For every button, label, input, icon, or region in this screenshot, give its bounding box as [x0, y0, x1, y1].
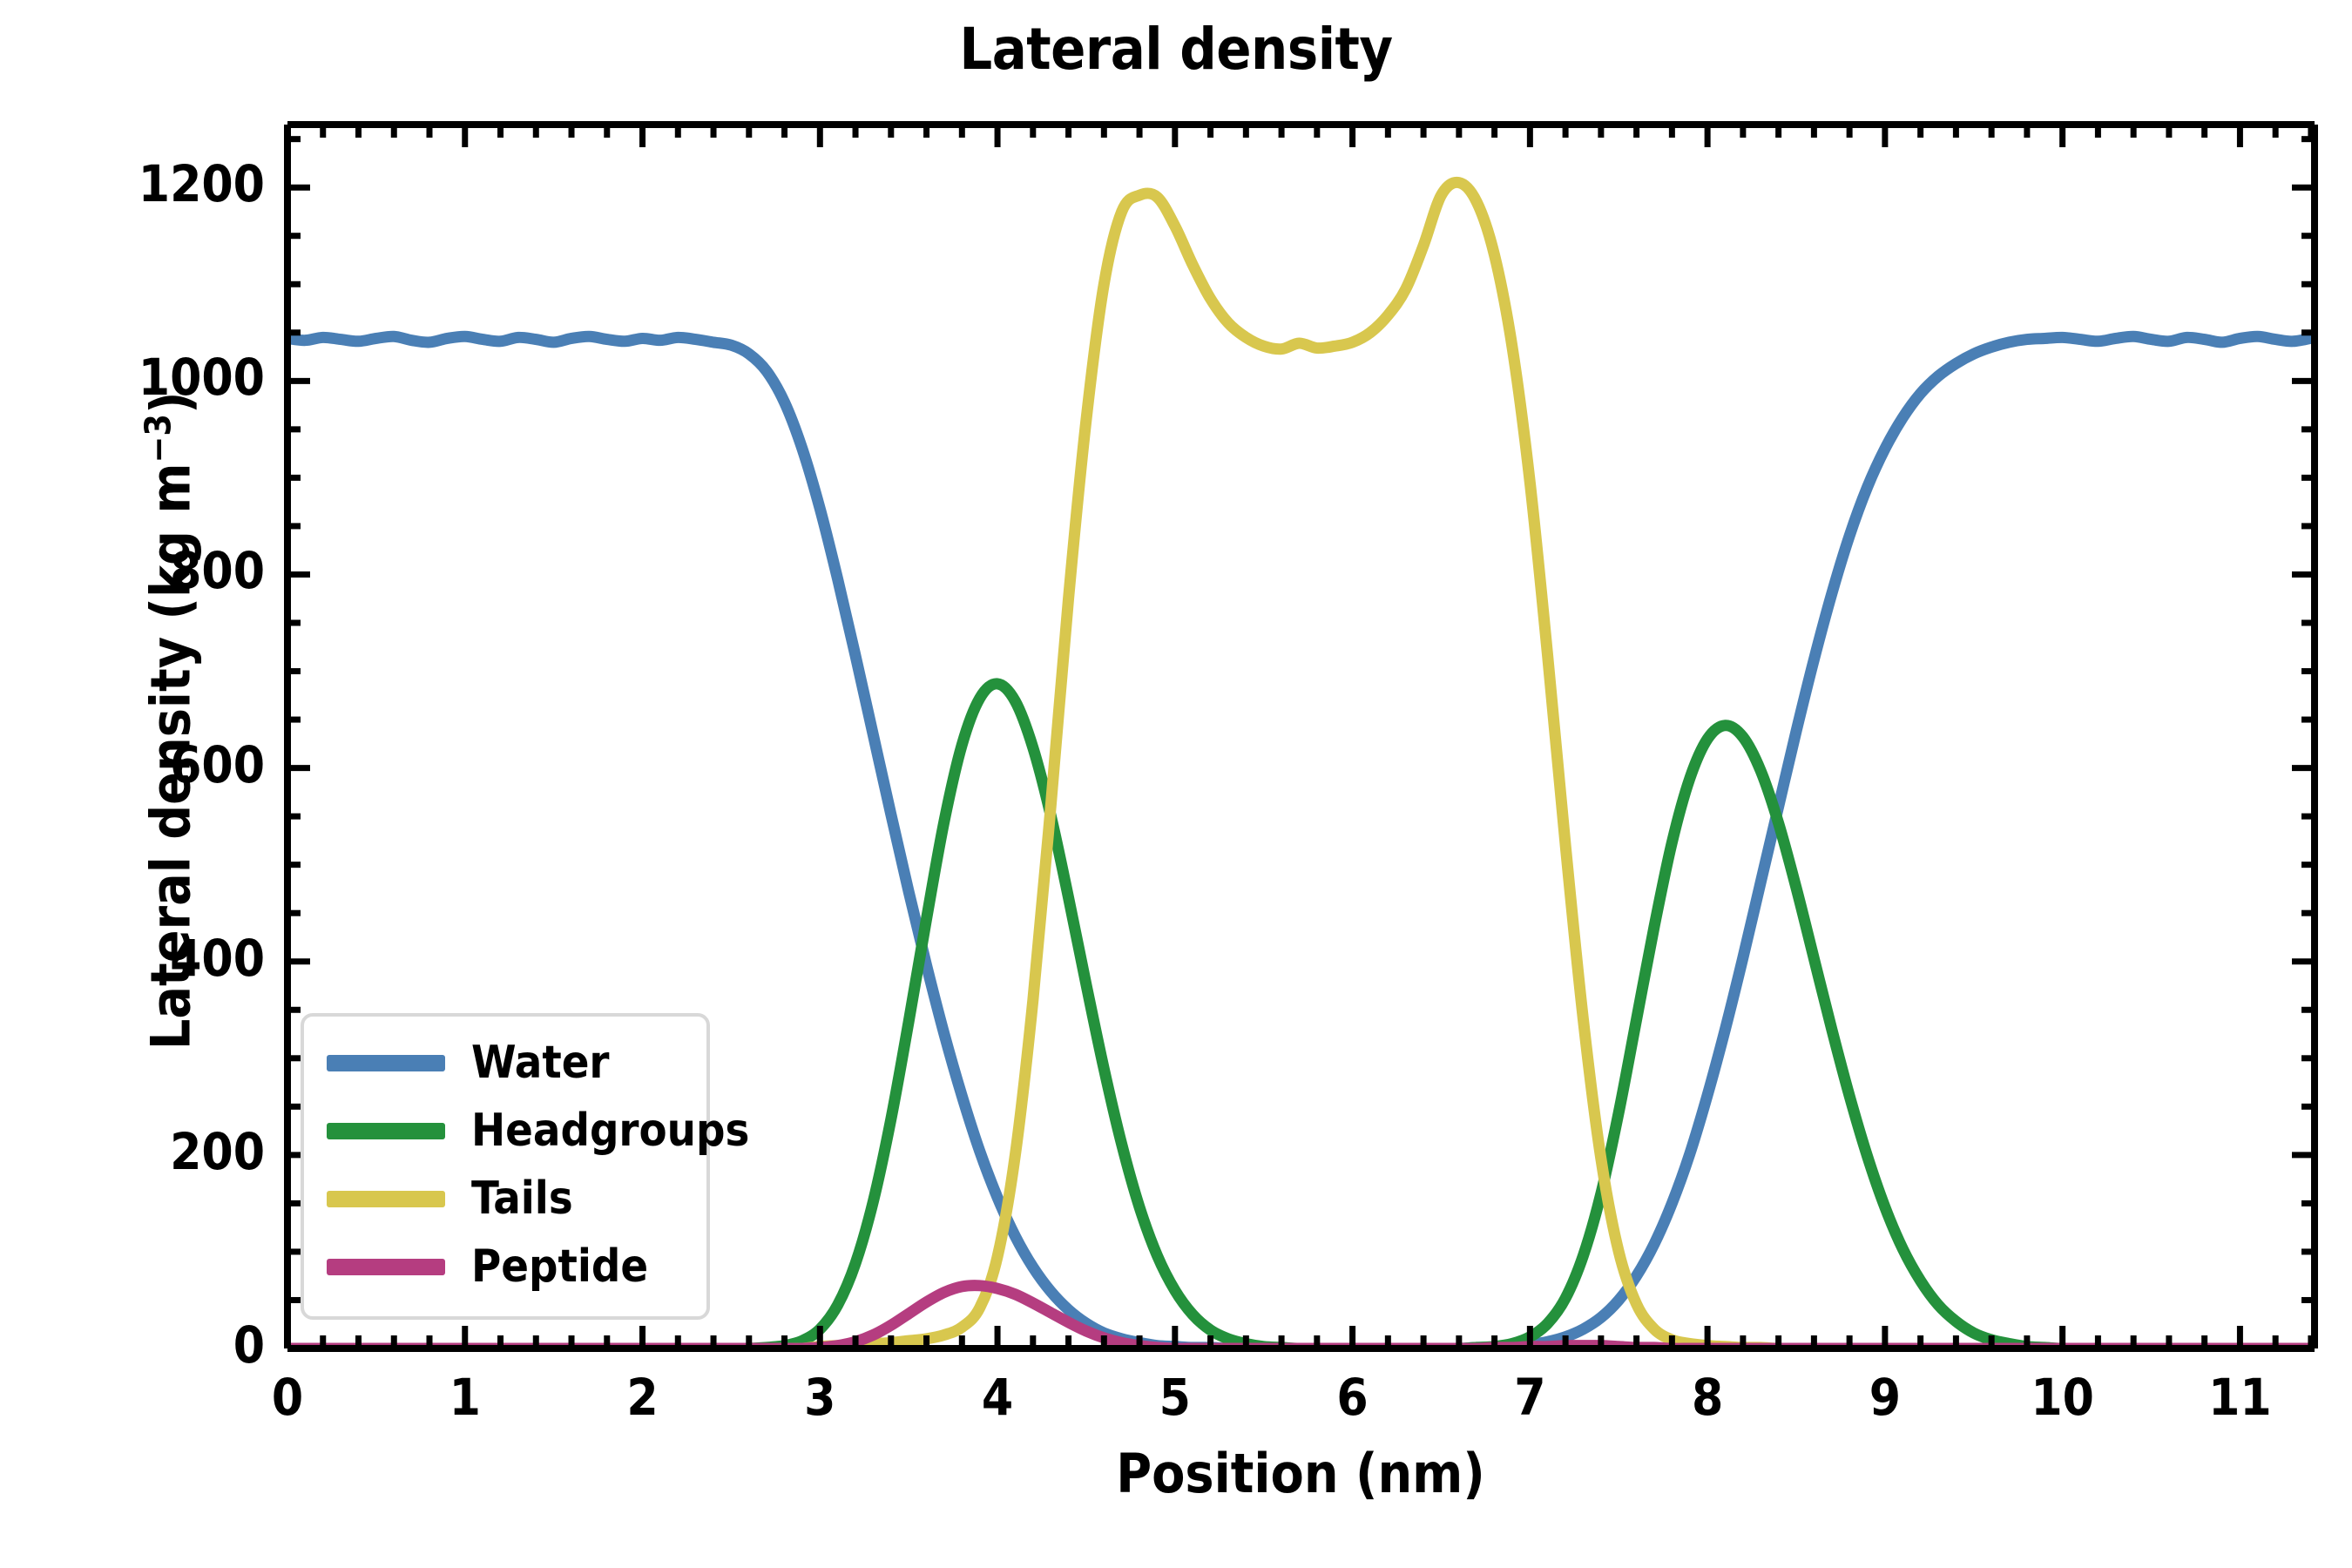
legend-item-peptide[interactable]: Peptide: [327, 1233, 684, 1301]
page-title: Lateral density: [959, 16, 1393, 83]
x-tick-label: 5: [1159, 1368, 1191, 1427]
y-tick-label: 800: [170, 541, 265, 601]
legend-label-headgroups: Headgroups: [471, 1105, 750, 1157]
legend-item-water[interactable]: Water: [327, 1029, 684, 1097]
series-line-tails: [287, 176, 2315, 1348]
legend-swatch-peptide: [327, 1258, 445, 1275]
x-tick-label: 6: [1336, 1368, 1369, 1427]
y-tick-label: 600: [170, 734, 265, 794]
x-tick-label: 2: [626, 1368, 659, 1427]
x-tick-label: 10: [2031, 1368, 2094, 1427]
legend-item-tails[interactable]: Tails: [327, 1165, 684, 1233]
y-tick-label: 0: [233, 1315, 265, 1375]
legend-label-water: Water: [471, 1037, 610, 1089]
y-tick-label: 1000: [138, 348, 265, 408]
legend-swatch-tails: [327, 1190, 445, 1207]
y-tick-label: 1200: [138, 154, 265, 214]
x-tick-label: 11: [2208, 1368, 2272, 1427]
x-tick-label: 4: [981, 1368, 1014, 1427]
legend-label-peptide: Peptide: [471, 1240, 649, 1293]
legend-swatch-water: [327, 1054, 445, 1071]
x-tick-label: 0: [271, 1368, 304, 1427]
legend-label-tails: Tails: [471, 1173, 573, 1225]
y-tick-label: 400: [170, 928, 265, 988]
x-tick-label: 7: [1514, 1368, 1546, 1427]
x-axis-label: Position (nm): [1116, 1442, 1485, 1505]
y-tick-label: 200: [170, 1121, 265, 1181]
x-tick-label: 3: [804, 1368, 836, 1427]
legend: Water Headgroups Tails Peptide: [301, 1013, 749, 1320]
legend-item-headgroups[interactable]: Headgroups: [327, 1097, 749, 1165]
x-tick-label: 8: [1691, 1368, 1724, 1427]
series-line-water: [287, 330, 2315, 1348]
legend-swatch-headgroups: [327, 1122, 445, 1139]
x-tick-label: 1: [449, 1368, 481, 1427]
x-tick-label: 9: [1869, 1368, 1902, 1427]
